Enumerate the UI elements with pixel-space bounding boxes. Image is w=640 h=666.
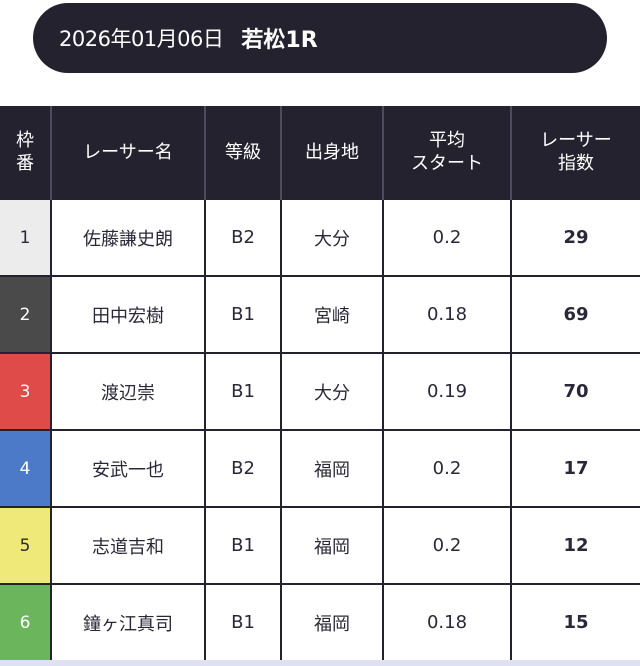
table-row: 6 鐘ヶ江真司 B1 福岡 0.18 15 <box>0 583 640 662</box>
grade-cell: B2 <box>204 429 282 508</box>
header-racer-name: レーサー名 <box>51 106 206 199</box>
header-frame: 枠 番 <box>0 106 52 199</box>
race-header: 2026年01月06日 若松1R <box>33 3 607 73</box>
table-row: 3 渡辺崇 B1 大分 0.19 70 <box>0 352 640 431</box>
avg-start-cell: 0.2 <box>382 429 512 508</box>
race-date: 2026年01月06日 <box>59 27 224 51</box>
frame-number-cell: 1 <box>0 198 52 277</box>
table-header-row: 枠 番 レーサー名 等級 出身地 平均 スタート レーサー 指数 <box>0 106 640 199</box>
racer-index-cell: 15 <box>510 583 640 662</box>
frame-number-cell: 3 <box>0 352 52 431</box>
header-racer-index: レーサー 指数 <box>511 106 640 199</box>
hometown-cell: 大分 <box>280 198 384 277</box>
header-grade: 等級 <box>205 106 282 199</box>
race-name: 若松1R <box>241 28 318 53</box>
racer-index-cell: 12 <box>510 506 640 585</box>
frame-number-cell: 4 <box>0 429 52 508</box>
racer-name-cell: 佐藤謙史朗 <box>50 198 206 277</box>
racer-name-cell: 志道吉和 <box>50 506 206 585</box>
grade-cell: B1 <box>204 352 282 431</box>
racer-name-cell: 鐘ヶ江真司 <box>50 583 206 662</box>
racer-table: 枠 番 レーサー名 等級 出身地 平均 スタート レーサー 指数 1 佐藤謙史朗… <box>0 106 640 662</box>
racer-index-cell: 17 <box>510 429 640 508</box>
table-row: 1 佐藤謙史朗 B2 大分 0.2 29 <box>0 198 640 277</box>
header-hometown: 出身地 <box>281 106 384 199</box>
grade-cell: B1 <box>204 275 282 354</box>
grade-cell: B1 <box>204 506 282 585</box>
avg-start-cell: 0.2 <box>382 506 512 585</box>
frame-number-cell: 2 <box>0 275 52 354</box>
avg-start-cell: 0.2 <box>382 198 512 277</box>
table-row: 4 安武一也 B2 福岡 0.2 17 <box>0 429 640 508</box>
table-row: 5 志道吉和 B1 福岡 0.2 12 <box>0 506 640 585</box>
racer-name-cell: 渡辺崇 <box>50 352 206 431</box>
table-row: 2 田中宏樹 B1 宮崎 0.18 69 <box>0 275 640 354</box>
hometown-cell: 福岡 <box>280 429 384 508</box>
avg-start-cell: 0.18 <box>382 275 512 354</box>
frame-number-cell: 6 <box>0 583 52 662</box>
racer-name-cell: 安武一也 <box>50 429 206 508</box>
racer-index-cell: 70 <box>510 352 640 431</box>
frame-number-cell: 5 <box>0 506 52 585</box>
hometown-cell: 福岡 <box>280 583 384 662</box>
grade-cell: B2 <box>204 198 282 277</box>
racer-index-cell: 69 <box>510 275 640 354</box>
avg-start-cell: 0.19 <box>382 352 512 431</box>
hometown-cell: 福岡 <box>280 506 384 585</box>
bottom-band <box>0 660 640 666</box>
hometown-cell: 大分 <box>280 352 384 431</box>
grade-cell: B1 <box>204 583 282 662</box>
avg-start-cell: 0.18 <box>382 583 512 662</box>
racer-name-cell: 田中宏樹 <box>50 275 206 354</box>
racer-index-cell: 29 <box>510 198 640 277</box>
hometown-cell: 宮崎 <box>280 275 384 354</box>
header-avg-start: 平均 スタート <box>383 106 512 199</box>
